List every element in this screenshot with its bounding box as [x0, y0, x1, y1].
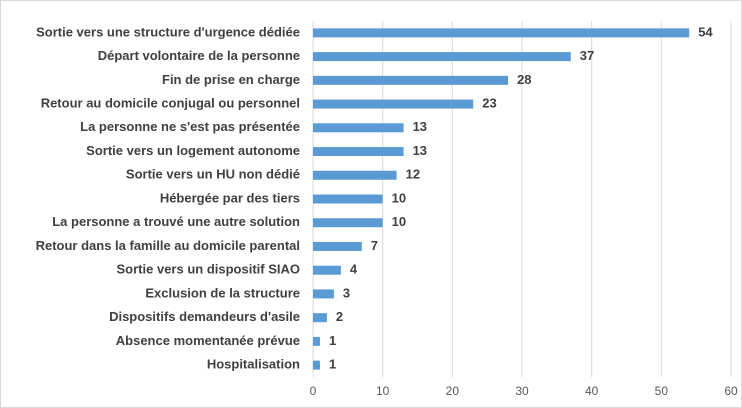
category-label: Départ volontaire de la personne	[98, 48, 300, 63]
x-tick-label: 30	[515, 384, 529, 398]
data-label: 23	[482, 96, 496, 111]
x-tick-label: 50	[655, 384, 669, 398]
bar	[313, 99, 474, 109]
category-label: Hospitalisation	[207, 357, 300, 372]
category-label: La personne a trouvé une autre solution	[52, 214, 300, 229]
data-label: 54	[698, 24, 713, 39]
category-label: Retour au domicile conjugal ou personnel	[41, 96, 300, 111]
data-label: 2	[336, 309, 343, 324]
bar	[313, 336, 320, 346]
x-tick-label: 60	[724, 384, 738, 398]
data-label: 10	[392, 190, 406, 205]
x-tick-label: 10	[376, 384, 390, 398]
category-label: Dispositifs demandeurs d'asile	[109, 309, 300, 324]
category-label: Exclusion de la structure	[145, 285, 300, 300]
bar	[313, 28, 690, 38]
data-label: 28	[517, 72, 531, 87]
category-label: Sortie vers une structure d'urgence dédi…	[36, 24, 300, 39]
bar	[313, 123, 404, 133]
category-label: Hébergée par des tiers	[160, 190, 300, 205]
category-label: Sortie vers un logement autonome	[86, 143, 300, 158]
x-tick-label: 0	[310, 384, 317, 398]
data-label: 13	[413, 119, 427, 134]
data-label: 13	[413, 143, 427, 158]
data-label: 1	[329, 333, 336, 348]
category-label: Absence momentanée prévue	[116, 333, 300, 348]
bar	[313, 194, 383, 204]
data-label: 12	[406, 167, 420, 182]
data-label: 37	[580, 48, 594, 63]
bar	[313, 75, 509, 85]
bar	[313, 313, 327, 323]
x-tick-label: 40	[585, 384, 599, 398]
data-label: 4	[350, 262, 358, 277]
bar	[313, 218, 383, 228]
x-tick-label: 20	[446, 384, 460, 398]
bar	[313, 52, 571, 62]
bar	[313, 170, 397, 180]
data-label: 1	[329, 357, 336, 372]
bar	[313, 265, 341, 275]
bar	[313, 147, 404, 157]
bar	[313, 289, 334, 299]
bar	[313, 360, 320, 370]
category-label: Sortie vers un dispositif SIAO	[117, 262, 300, 277]
data-label: 3	[343, 285, 350, 300]
category-label: Sortie vers un HU non dédié	[126, 167, 300, 182]
data-label: 7	[371, 238, 378, 253]
category-label: Retour dans la famille au domicile paren…	[36, 238, 300, 253]
bar	[313, 241, 362, 251]
category-label: La personne ne s'est pas présentée	[80, 119, 300, 134]
data-label: 10	[392, 214, 406, 229]
category-label: Fin de prise en charge	[162, 72, 300, 87]
